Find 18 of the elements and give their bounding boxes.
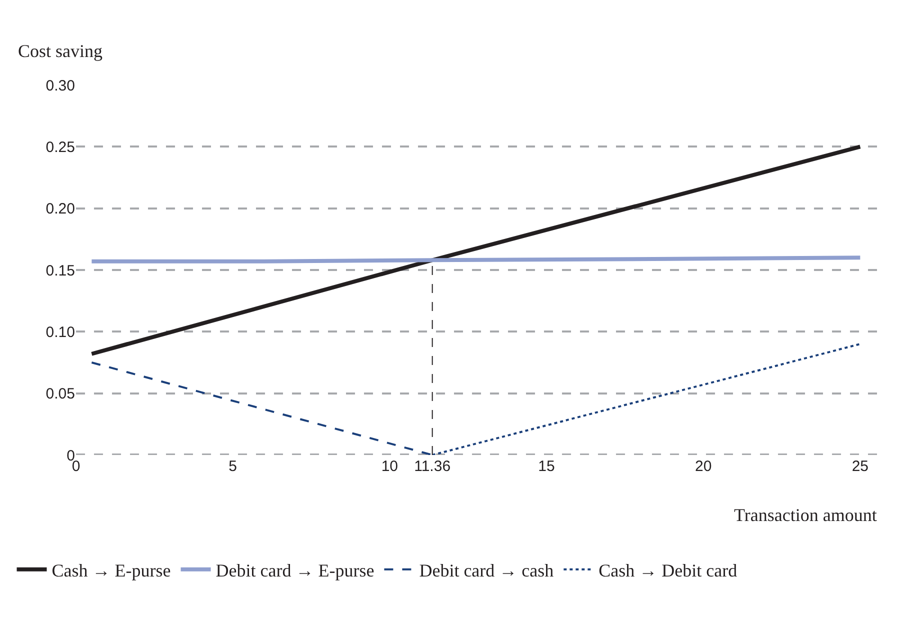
y-axis-title: Cost saving <box>18 41 103 61</box>
legend-label: Debit card → E-purse <box>216 560 374 580</box>
legend-label: Debit card → cash <box>419 560 554 580</box>
legend-label: Cash → E-purse <box>52 560 171 580</box>
y-tick-label: 0.20 <box>46 200 75 218</box>
legend-label: Cash → Debit card <box>598 560 738 580</box>
y-tick-label: 0.15 <box>46 262 75 280</box>
x-tick-label: 10 <box>381 458 398 475</box>
x-axis-title: Transaction amount <box>734 505 877 525</box>
x-tick-label: 11.36 <box>414 458 451 475</box>
x-tick-label: 20 <box>694 458 712 475</box>
x-tick-label: 25 <box>852 458 869 475</box>
y-tick-label: 0.05 <box>46 386 75 403</box>
y-tick-label: 0.10 <box>46 324 75 341</box>
y-tick-label: 0.30 <box>46 77 75 94</box>
y-tick-label: 0.25 <box>46 138 75 156</box>
x-tick-label: 15 <box>538 458 555 475</box>
x-tick-label: 5 <box>228 458 238 475</box>
